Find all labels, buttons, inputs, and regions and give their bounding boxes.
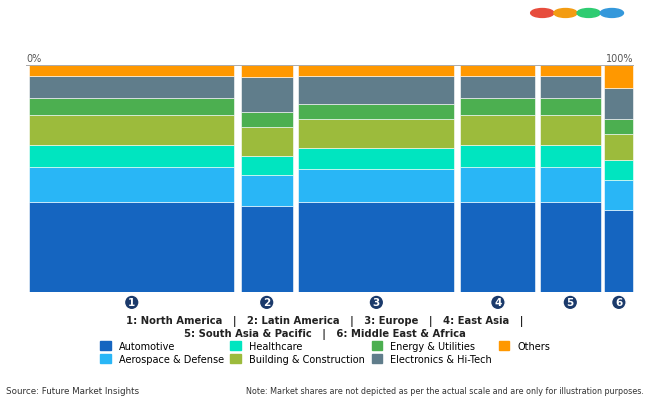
Text: Source: Future Market Insights: Source: Future Market Insights (6, 386, 140, 395)
Text: 100%: 100% (606, 54, 634, 63)
Bar (29, 168, 235, 203)
Bar (604, 161, 633, 180)
Bar (240, 65, 292, 78)
Bar (240, 128, 292, 156)
Bar (540, 77, 601, 98)
Bar (240, 156, 292, 175)
Bar (460, 115, 536, 146)
Bar (540, 65, 601, 77)
Bar (29, 203, 235, 292)
Bar (29, 115, 235, 146)
Bar (298, 105, 454, 120)
Bar (240, 175, 292, 206)
Text: 0%: 0% (26, 54, 41, 63)
Circle shape (601, 9, 623, 18)
Bar (298, 120, 454, 148)
Bar (29, 65, 235, 77)
Circle shape (577, 9, 601, 18)
Bar (460, 146, 536, 168)
Bar (460, 168, 536, 203)
Circle shape (554, 9, 577, 18)
Text: 5: 5 (567, 298, 574, 308)
Bar (604, 180, 633, 211)
Bar (298, 148, 454, 170)
Bar (298, 203, 454, 292)
Bar (298, 77, 454, 105)
Bar (540, 203, 601, 292)
Bar (29, 98, 235, 115)
Bar (460, 203, 536, 292)
Bar (240, 113, 292, 128)
Bar (540, 98, 601, 115)
Bar (604, 89, 633, 120)
Text: 6: 6 (616, 298, 623, 308)
Text: Type Mekko Chart, 2021: Type Mekko Chart, 2021 (7, 46, 187, 58)
Text: 1: North America   |   2: Latin America   |   3: Europe   |   4: East Asia   |: 1: North America | 2: Latin America | 3:… (126, 316, 524, 326)
Bar (540, 146, 601, 168)
Text: 4: 4 (494, 298, 502, 308)
Bar (540, 115, 601, 146)
Bar (240, 78, 292, 113)
Bar (298, 170, 454, 203)
Text: Simulation and Test Data Management Market Key Regions and Industry: Simulation and Test Data Management Mark… (7, 18, 551, 31)
Text: 5: South Asia & Pacific   |   6: Middle East & Africa: 5: South Asia & Pacific | 6: Middle East… (184, 328, 466, 339)
Bar (29, 77, 235, 98)
Bar (604, 211, 633, 292)
Bar (460, 77, 536, 98)
Text: 1: 1 (128, 298, 135, 308)
Circle shape (530, 9, 554, 18)
Bar (29, 146, 235, 168)
Bar (240, 206, 292, 292)
Text: 2: 2 (263, 298, 270, 308)
Bar (460, 98, 536, 115)
Legend: Automotive, Aerospace & Defense, Healthcare, Building & Construction, Energy & U: Automotive, Aerospace & Defense, Healthc… (100, 342, 550, 364)
Text: 3: 3 (372, 298, 380, 308)
Bar (604, 120, 633, 135)
Text: Future Market Insights: Future Market Insights (524, 51, 610, 60)
Text: fmi: fmi (547, 23, 588, 43)
Bar (604, 65, 633, 89)
Bar (460, 65, 536, 77)
Bar (604, 135, 633, 161)
Bar (298, 65, 454, 77)
Bar (540, 168, 601, 203)
Text: Note: Market shares are not depicted as per the actual scale and are only for il: Note: Market shares are not depicted as … (246, 386, 644, 395)
